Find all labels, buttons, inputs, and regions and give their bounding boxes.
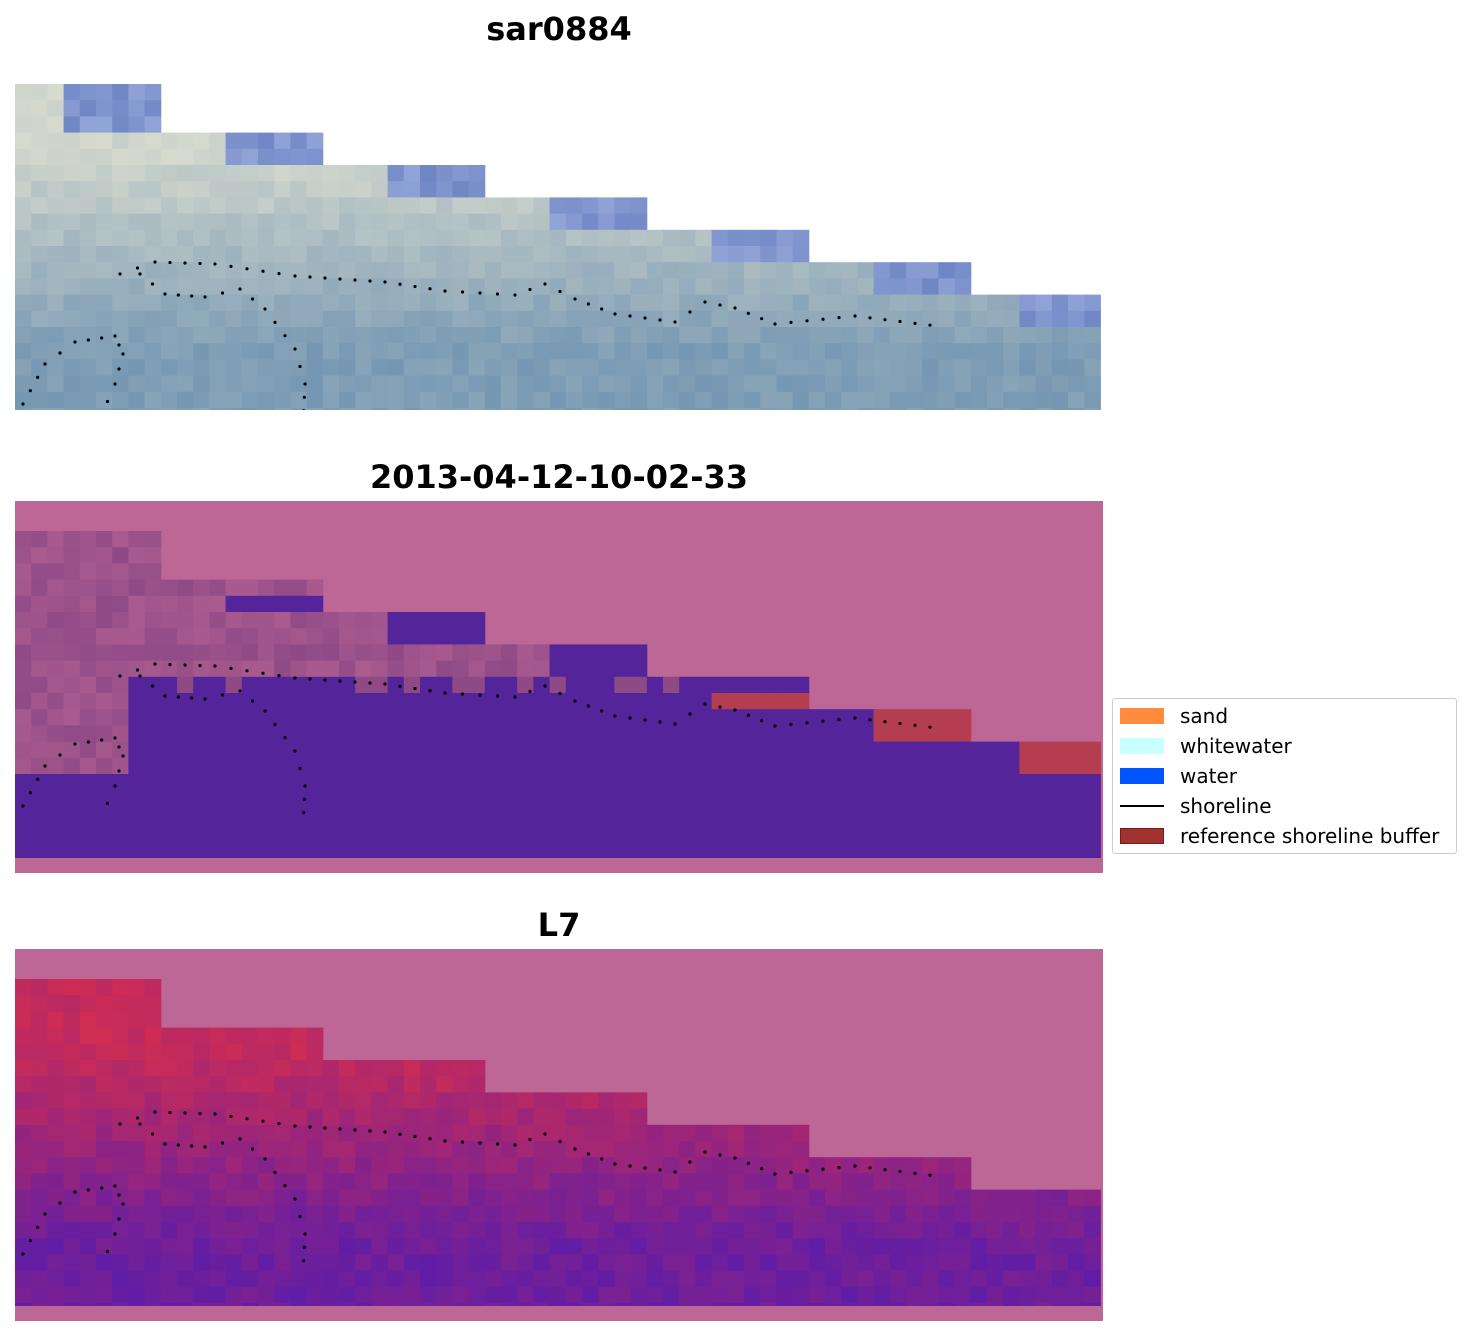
panel-title-rgb: sar0884 xyxy=(486,10,632,48)
legend-item-reference-buffer: reference shoreline buffer xyxy=(1120,823,1439,849)
classified-image xyxy=(15,501,1103,873)
legend: sand whitewater water shoreline referenc… xyxy=(1112,698,1457,854)
shoreline-dots xyxy=(21,1110,932,1263)
water-swatch xyxy=(1120,768,1164,784)
legend-item-shoreline: shoreline xyxy=(1120,793,1272,819)
legend-item-whitewater: whitewater xyxy=(1120,733,1292,759)
shoreline-swatch xyxy=(1120,805,1164,807)
legend-item-sand: sand xyxy=(1120,703,1228,729)
rgb-image-panel xyxy=(15,50,1103,410)
reference-buffer-swatch xyxy=(1120,828,1164,844)
shoreline-dots xyxy=(21,260,932,410)
whitewater-swatch xyxy=(1120,738,1164,754)
index-image xyxy=(15,949,1103,1321)
legend-item-water: water xyxy=(1120,763,1237,789)
classified-image-panel xyxy=(15,501,1103,873)
sand-swatch xyxy=(1120,708,1164,724)
panel-title-index: L7 xyxy=(537,906,581,944)
index-image-panel xyxy=(15,949,1103,1321)
rgb-image xyxy=(15,84,1101,410)
panel-title-classified: 2013-04-12-10-02-33 xyxy=(369,458,749,496)
shoreline-dots xyxy=(21,662,932,815)
